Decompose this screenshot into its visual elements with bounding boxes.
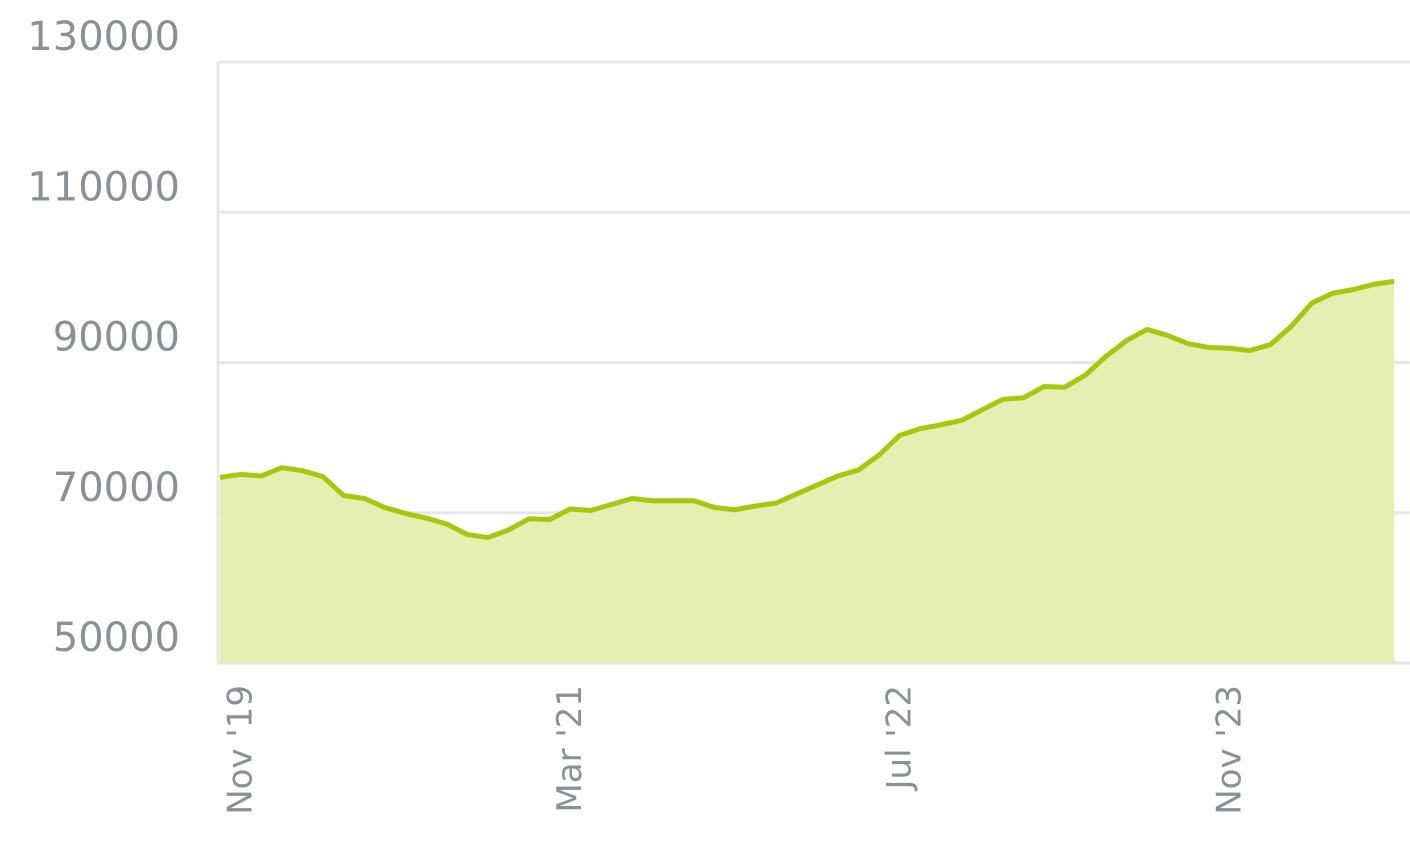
area-line: [219, 278, 1395, 541]
area-fill: [220, 281, 1395, 663]
x-tick-label: Mar '21: [550, 685, 590, 813]
y-tick-label: 130000: [27, 14, 180, 60]
x-tick-label: Nov '19: [221, 685, 261, 815]
y-tick-label: 110000: [27, 164, 180, 210]
y-tick-label: 70000: [53, 465, 180, 511]
x-tick-label: Nov '23: [1209, 685, 1249, 815]
y-tick-label: 90000: [53, 315, 180, 361]
x-tick-label: Jul '22: [880, 685, 920, 791]
y-tick-label: 50000: [53, 615, 180, 661]
